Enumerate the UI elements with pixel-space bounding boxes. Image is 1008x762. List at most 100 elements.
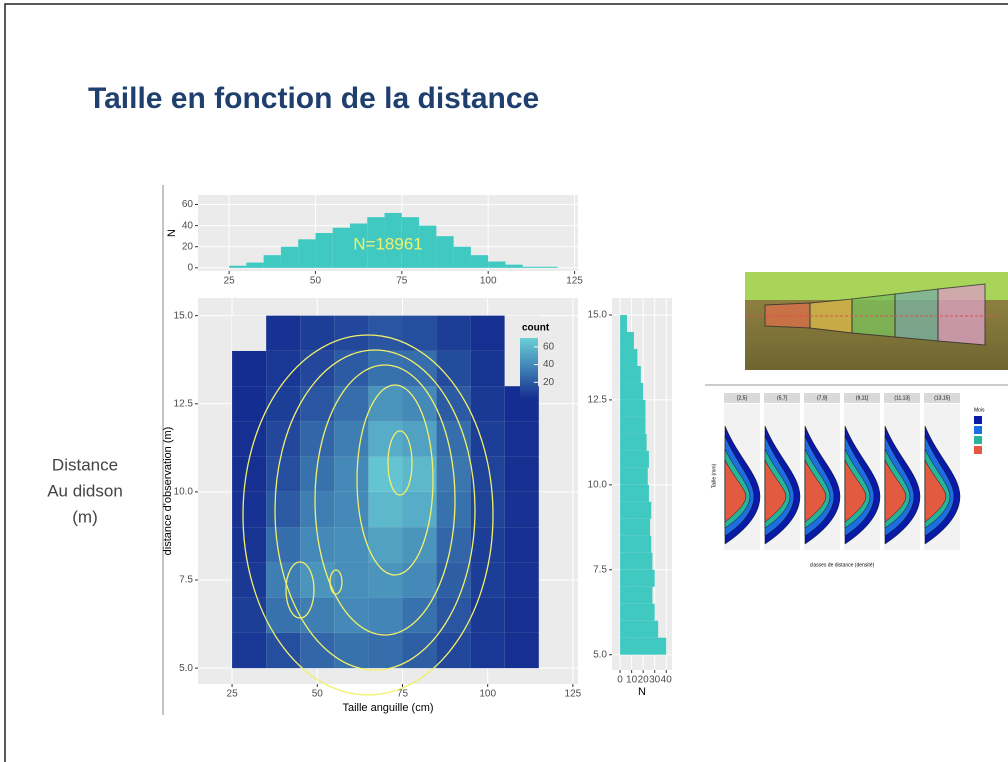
heatmap-cell [232, 598, 266, 633]
heatmap-cell [266, 316, 300, 351]
facet-label: (13,15] [934, 395, 950, 401]
histogram-bar [333, 228, 350, 268]
heatmap-cell [334, 492, 368, 527]
heatmap-cell [266, 598, 300, 633]
histogram-bar [620, 519, 650, 536]
y-tick-label: 12.5 [588, 395, 608, 406]
colorbar-title: count [522, 323, 550, 334]
heatmap-cell [232, 351, 266, 386]
x-tick-label: 20 [638, 675, 650, 686]
heatmap-cell [300, 386, 334, 421]
inset-y-label: Taille (mm) [711, 463, 717, 488]
x-tick-label: 50 [312, 689, 324, 700]
x-axis-label: Taille anguille (cm) [342, 702, 433, 714]
histogram-bar [436, 236, 453, 268]
heatmap-cell [368, 316, 402, 351]
heatmap-cell [471, 492, 505, 527]
histogram-bar [620, 621, 658, 638]
histogram-bar [471, 255, 488, 268]
heatmap-cell [266, 562, 300, 597]
histogram-bar [620, 536, 651, 553]
heatmap-cell [368, 598, 402, 633]
heatmap-cell [232, 633, 266, 668]
heatmap-cell [266, 421, 300, 456]
x-tick-label: 75 [397, 689, 409, 700]
heatmap-cell [368, 633, 402, 668]
histogram-bar [620, 468, 648, 485]
y-tick-label: 20 [182, 241, 194, 252]
colorbar-label: 20 [543, 377, 555, 388]
histogram-bar [620, 383, 643, 400]
heatmap-cell [505, 633, 539, 668]
histogram-bar [620, 485, 649, 502]
heatmap-cell [437, 316, 471, 351]
histogram-bar [620, 434, 647, 451]
heatmap-cell [300, 633, 334, 668]
heatmap-cell [232, 421, 266, 456]
heatmap-cell [505, 421, 539, 456]
heatmap-cell [471, 316, 505, 351]
y-tick-label: 7.5 [179, 575, 193, 586]
camera-view [745, 272, 1008, 370]
x-tick-label: 100 [480, 276, 497, 287]
facet-label: (7,9] [817, 395, 828, 401]
histogram-bar [298, 239, 315, 267]
heatmap-cell [471, 633, 505, 668]
histogram-bar [620, 570, 655, 587]
histogram-bar [315, 233, 332, 268]
heatmap-cell [334, 316, 368, 351]
histogram-bar [505, 265, 522, 268]
heatmap-cell [402, 386, 436, 421]
heatmap-cell [368, 351, 402, 386]
x-axis-label: N [638, 686, 646, 698]
inset-x-label: classes de distance (densité) [810, 562, 875, 568]
slide-title: Taille en fonction de la distance [88, 82, 539, 115]
heatmap-cell [505, 562, 539, 597]
heatmap-cell [334, 457, 368, 492]
y-tick-label: 60 [182, 199, 194, 210]
heatmap-cell [368, 386, 402, 421]
histogram-bar [620, 400, 645, 417]
heatmap-cell [266, 457, 300, 492]
colorbar-label: 40 [543, 359, 555, 370]
y-tick-label: 7.5 [593, 564, 607, 575]
histogram-bar [620, 315, 627, 332]
colorbar-label: 60 [543, 341, 555, 352]
heatmap-cell [368, 421, 402, 456]
heatmap-cell [402, 316, 436, 351]
heatmap-cell [266, 492, 300, 527]
heatmap-cell [368, 457, 402, 492]
x-tick-label: 125 [565, 689, 582, 700]
y-tick-label: 10.0 [588, 479, 608, 490]
histogram-bar [523, 267, 540, 268]
histogram-bar [620, 587, 652, 604]
heatmap-cell [437, 351, 471, 386]
x-tick-label: 25 [224, 276, 236, 287]
histogram-bar [620, 604, 655, 621]
x-tick-label: 125 [566, 276, 583, 287]
heatmap-cell [471, 598, 505, 633]
heatmap-cell [402, 562, 436, 597]
heatmap-cell [402, 633, 436, 668]
y-tick-label: 5.0 [179, 663, 193, 674]
histogram-bar [229, 266, 246, 268]
heatmap-cell [266, 386, 300, 421]
x-tick-label: 75 [396, 276, 408, 287]
heatmap-cell [232, 492, 266, 527]
histogram-bar [620, 417, 645, 434]
histogram-bar [488, 262, 505, 268]
y-tick-label: 12.5 [174, 398, 194, 409]
facet-label: [2,5] [737, 395, 747, 401]
x-tick-label: 10 [626, 675, 638, 686]
histogram-bar [620, 638, 666, 655]
side-label: Distance [52, 455, 118, 474]
y-axis-label: N [166, 229, 178, 237]
heatmap-cell [505, 492, 539, 527]
x-tick-label: 30 [649, 675, 661, 686]
histogram-bar [620, 553, 652, 570]
facet-label: (5,7] [777, 395, 788, 401]
y-tick-label: 5.0 [593, 649, 607, 660]
x-tick-label: 25 [227, 689, 239, 700]
heatmap-cell [232, 386, 266, 421]
side-label: Au didson [47, 481, 123, 500]
